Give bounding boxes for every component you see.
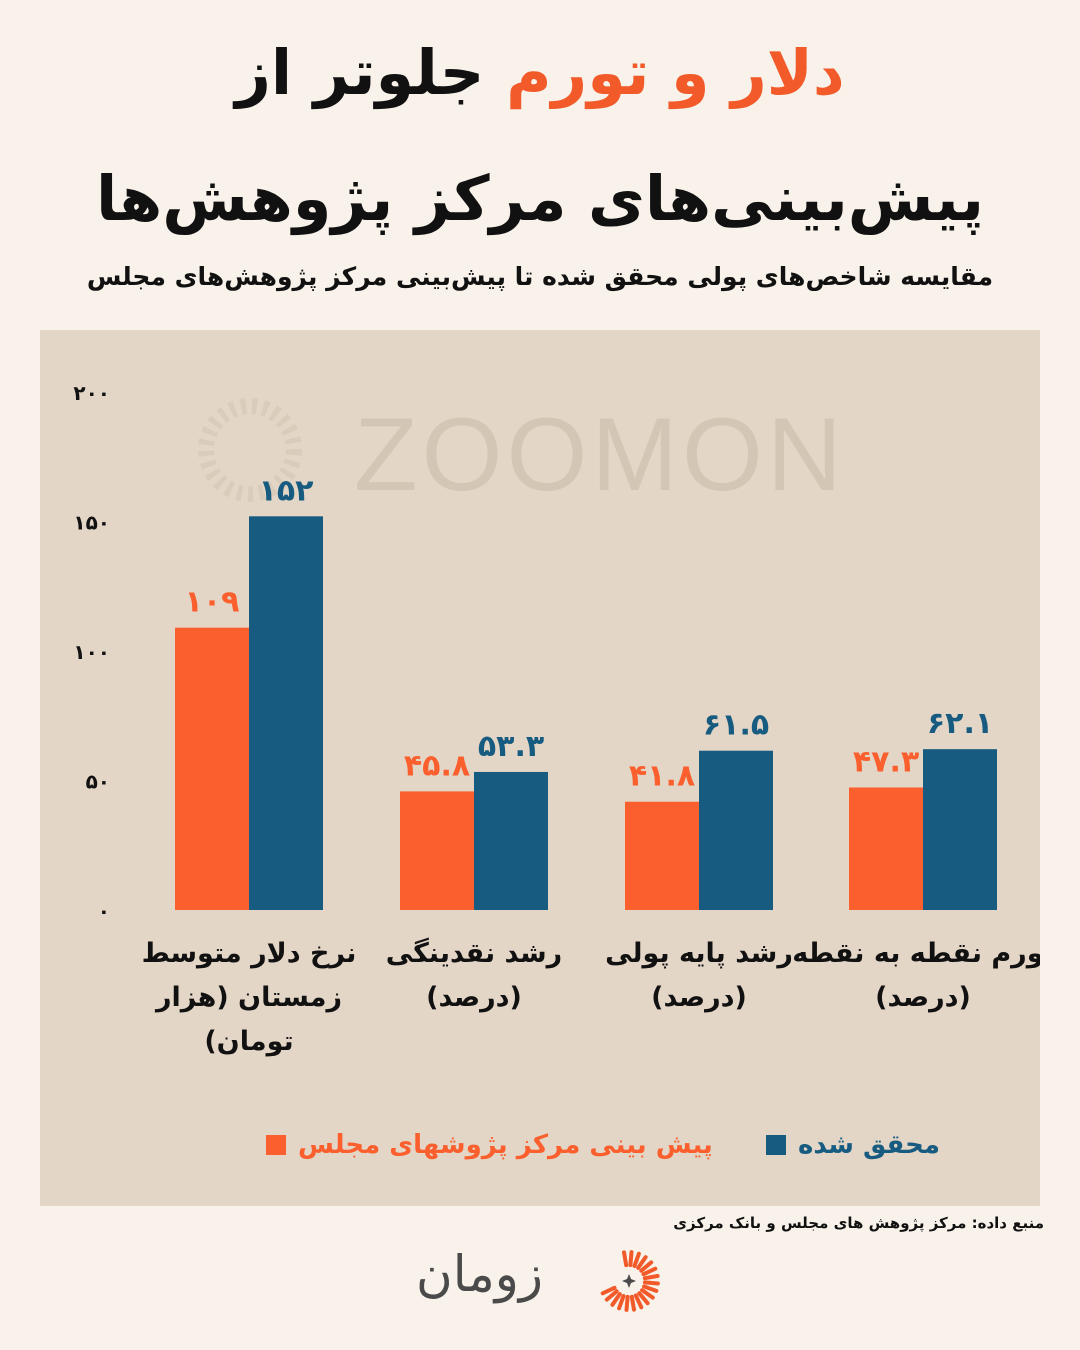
chart-title-line2: پیش‌بینی‌های مرکز پژوهش‌ها <box>96 162 984 235</box>
logo-ray <box>637 1291 650 1306</box>
logo-ray <box>636 1255 648 1270</box>
category-label: (درصد) <box>651 982 747 1013</box>
logo-ray <box>641 1266 658 1277</box>
watermark-text: ZOOMON <box>354 397 846 513</box>
legend-label-forecast: پیش بینی مرکز پژوشهای مجلس <box>298 1130 713 1160</box>
title-accent: دلار و تورم <box>506 36 845 109</box>
logo-ray <box>642 1274 660 1281</box>
category-label: نرخ دلار متوسط <box>142 938 357 969</box>
chart-subtitle: مقایسه شاخص‌های پولی محقق شده تا پیش‌بین… <box>86 262 994 291</box>
logo-ray <box>629 1294 636 1312</box>
y-tick-label: ۱۰۰ <box>73 640 110 664</box>
bar-forecast <box>625 801 699 910</box>
logo-ray <box>642 1280 660 1286</box>
title-rest: جلوتر از <box>235 36 485 109</box>
bar-actual <box>699 750 773 910</box>
bar-actual <box>474 771 548 910</box>
watermark-logo-icon <box>198 398 302 502</box>
bar-actual <box>249 516 323 910</box>
y-tick-label: ۰ <box>98 899 110 923</box>
category-label: رشد نقدینگی <box>386 937 562 969</box>
category-label: رشد پایه پولی <box>605 938 793 969</box>
logo-ray <box>622 1250 629 1268</box>
data-label: ۶۲.۱ <box>927 706 993 741</box>
data-label: ۱۰۹ <box>185 585 240 620</box>
logo-ray <box>633 1293 644 1310</box>
logo-ray <box>624 1294 630 1312</box>
y-tick-label: ۱۵۰ <box>73 511 110 535</box>
data-label: ۴۷.۳ <box>853 744 919 779</box>
bar-actual <box>923 749 997 910</box>
y-tick-label: ۲۰۰ <box>73 381 110 405</box>
category-label: (درصد) <box>426 982 522 1013</box>
data-label: ۴۱.۸ <box>629 759 695 794</box>
logo-ray <box>604 1289 619 1302</box>
logo-ray <box>642 1284 659 1293</box>
data-label: ۱۵۲ <box>259 473 314 508</box>
brand-name: زومان <box>416 1245 544 1303</box>
legend-label-actual: محقق شده <box>798 1130 940 1160</box>
legend-item-actual: محقق شده <box>766 1128 940 1162</box>
category-label: تومان) <box>204 1026 293 1057</box>
logo-ray <box>632 1251 641 1268</box>
data-label: ۵۳.۳ <box>478 729 544 764</box>
source-note: منبع داده: مرکز پژوهش های مجلس و بانک مر… <box>673 1214 1044 1232</box>
logo-ray <box>600 1285 617 1296</box>
legend-swatch-actual <box>766 1135 786 1155</box>
category-label: (درصد) <box>875 982 971 1013</box>
bar-forecast <box>175 627 249 910</box>
logo-ray <box>610 1292 622 1307</box>
logo-ray <box>628 1250 634 1268</box>
chart-title-line1: دلار و تورم جلوتر از <box>0 42 1080 104</box>
bar-chart: ZOOMON ۰ ۵۰ ۱۰۰ ۱۵۰ ۲۰۰ ۱۰۹ ۱۵۲ نرخ دلار متوسط زم… <box>73 381 1040 1057</box>
logo-ray <box>640 1288 655 1300</box>
data-label: ۴۵.۸ <box>404 748 470 783</box>
bar-forecast <box>400 791 474 910</box>
legend-item-forecast: پیش بینی مرکز پژوشهای مجلس <box>266 1128 713 1162</box>
y-tick-label: ۵۰ <box>86 770 110 794</box>
legend-swatch-forecast <box>266 1135 286 1155</box>
sunburst-logo-icon <box>600 1250 660 1312</box>
category-label: زمستان (هزار <box>154 982 342 1013</box>
chart-panel: ZOOMON ۰ ۵۰ ۱۰۰ ۱۵۰ ۲۰۰ ۱۰۹ ۱۵۲ نرخ دلار متوسط زم… <box>40 330 1040 1206</box>
logo-ray <box>639 1260 654 1273</box>
bar-forecast <box>849 787 923 910</box>
data-label: ۶۱.۵ <box>703 708 769 743</box>
logo-ray <box>617 1294 626 1311</box>
category-label: تورم نقطه به نقطه <box>792 938 1040 969</box>
